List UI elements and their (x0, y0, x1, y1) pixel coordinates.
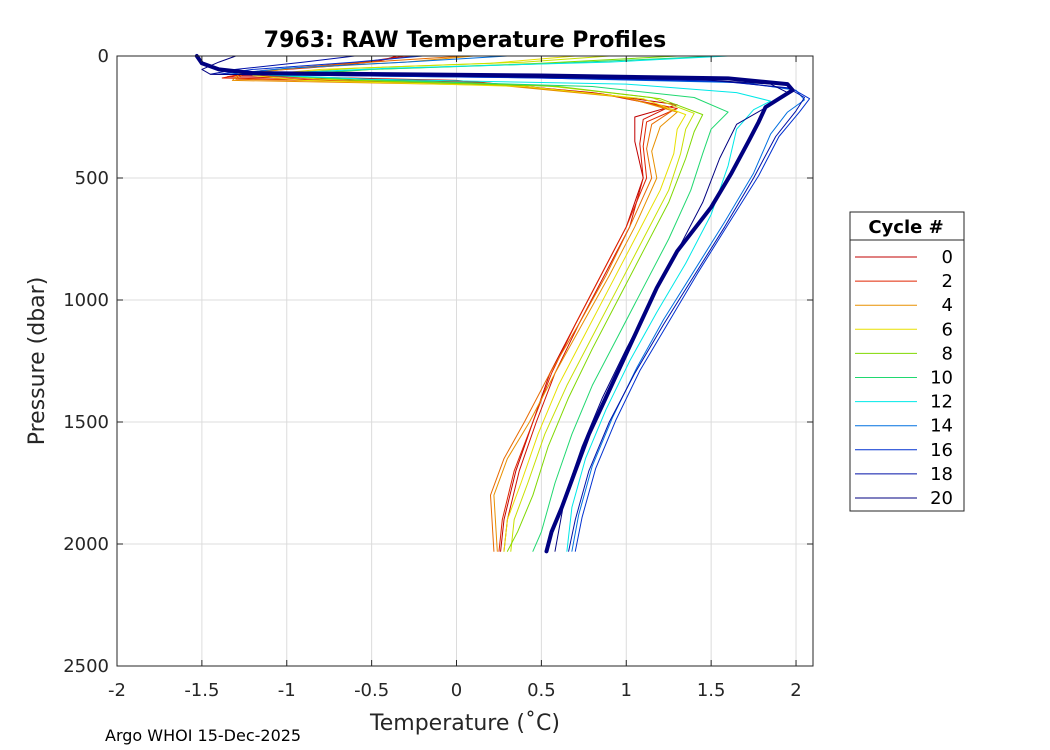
legend-label-4: 4 (942, 295, 953, 316)
y-tick-label: 1500 (63, 412, 109, 433)
legend-label-0: 0 (942, 247, 953, 268)
x-tick-label: 0 (451, 680, 462, 701)
legend-label-6: 6 (942, 319, 953, 340)
legend-label-12: 12 (930, 392, 953, 413)
y-tick-label: 2000 (63, 534, 109, 555)
legend-box (849, 211, 965, 512)
legend-items: 0 2 4 6 8 10 12 14 16 18 20 (855, 247, 953, 509)
legend-label-8: 8 (942, 343, 953, 364)
legend-label-2: 2 (942, 271, 953, 292)
legend-label-16: 16 (930, 440, 953, 461)
series-line-cycle-6 (252, 55, 687, 552)
y-tick-label: 0 (98, 46, 109, 67)
y-tick-label: 1000 (63, 290, 109, 311)
y-tick-label: 500 (75, 168, 109, 189)
legend-label-14: 14 (930, 416, 953, 437)
x-tick-label: 2 (790, 680, 801, 701)
x-tick-label: 0.5 (527, 680, 556, 701)
plot-area (117, 56, 813, 666)
legend-title: Cycle # (868, 217, 943, 238)
plot-frame (116, 55, 814, 667)
series-group (194, 54, 811, 554)
x-tick-label: -1 (278, 680, 296, 701)
legend-label-18: 18 (930, 464, 953, 485)
x-tick-label: 1 (621, 680, 632, 701)
x-axis-label: Temperature (˚C) (369, 711, 560, 736)
chart-title: 7963: RAW Temperature Profiles (264, 28, 666, 53)
legend-label-20: 20 (930, 488, 953, 509)
x-tick-label: -2 (108, 680, 126, 701)
x-tick-label: -1.5 (184, 680, 219, 701)
series-line-cycle-20 (201, 55, 788, 552)
legend-label-10: 10 (930, 368, 953, 389)
y-axis-label: Pressure (dbar) (25, 277, 50, 446)
y-tick-label: 2500 (63, 656, 109, 677)
legend: Cycle # 0 2 4 6 8 10 12 14 16 18 20 (849, 211, 965, 512)
x-tick-label: -0.5 (354, 680, 389, 701)
axis-ticks: -2 -1.5 -1 -0.5 0 0.5 1 1.5 2 0 500 1000 1500 2000 250… (63, 46, 813, 701)
series-line-highlight (194, 54, 795, 554)
x-tick-label: 1.5 (697, 680, 726, 701)
footer-note: Argo WHOI 15-Dec-2025 (105, 726, 301, 745)
